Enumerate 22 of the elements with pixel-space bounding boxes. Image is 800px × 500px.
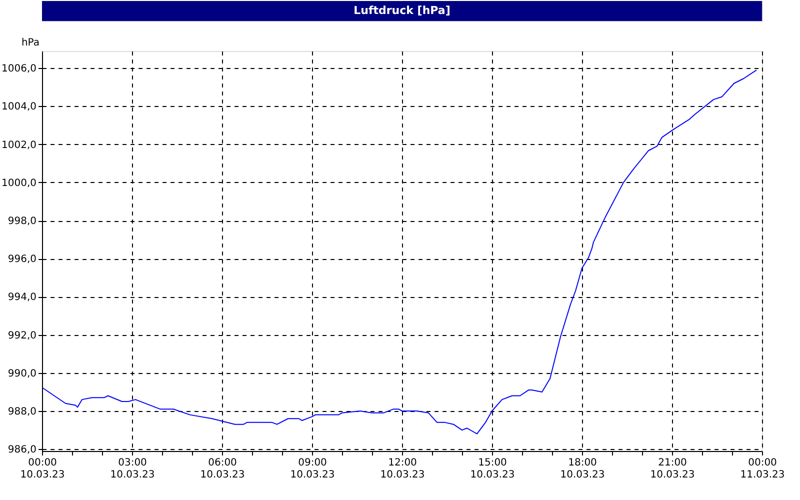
- y-tick-label: 1006,0: [2, 64, 36, 75]
- y-tick-label: 994,0: [8, 292, 36, 304]
- x-tick-label: 00:00 10.03.23: [20, 458, 65, 480]
- x-tick-label: 21:00 10.03.23: [650, 458, 695, 480]
- y-tick-label: 992,0: [8, 330, 36, 342]
- x-tick-label: 09:00 10.03.23: [290, 458, 335, 480]
- x-tick-label: 18:00 10.03.23: [560, 458, 605, 480]
- y-tick-label: 998,0: [8, 216, 36, 228]
- y-axis-title: hPa: [21, 38, 40, 48]
- y-tick-label: 1000,0: [2, 178, 36, 189]
- x-tick-label: 06:00 10.03.23: [200, 458, 245, 480]
- chart-title: Luftdruck [hPa]: [354, 4, 450, 17]
- y-tick-label: 986,0: [8, 444, 36, 456]
- y-tick-label: 1002,0: [2, 140, 36, 151]
- x-tick-label: 03:00 10.03.23: [110, 458, 155, 480]
- x-tick-label: 00:00 11.03.23: [740, 458, 785, 480]
- x-tick-label: 15:00 10.03.23: [470, 458, 515, 480]
- x-tick-label: 12:00 10.03.23: [380, 458, 425, 480]
- y-tick-label: 990,0: [8, 368, 36, 380]
- y-tick-label: 1004,0: [2, 102, 36, 113]
- y-tick-label: 996,0: [8, 254, 36, 266]
- y-tick-label: 988,0: [8, 406, 36, 418]
